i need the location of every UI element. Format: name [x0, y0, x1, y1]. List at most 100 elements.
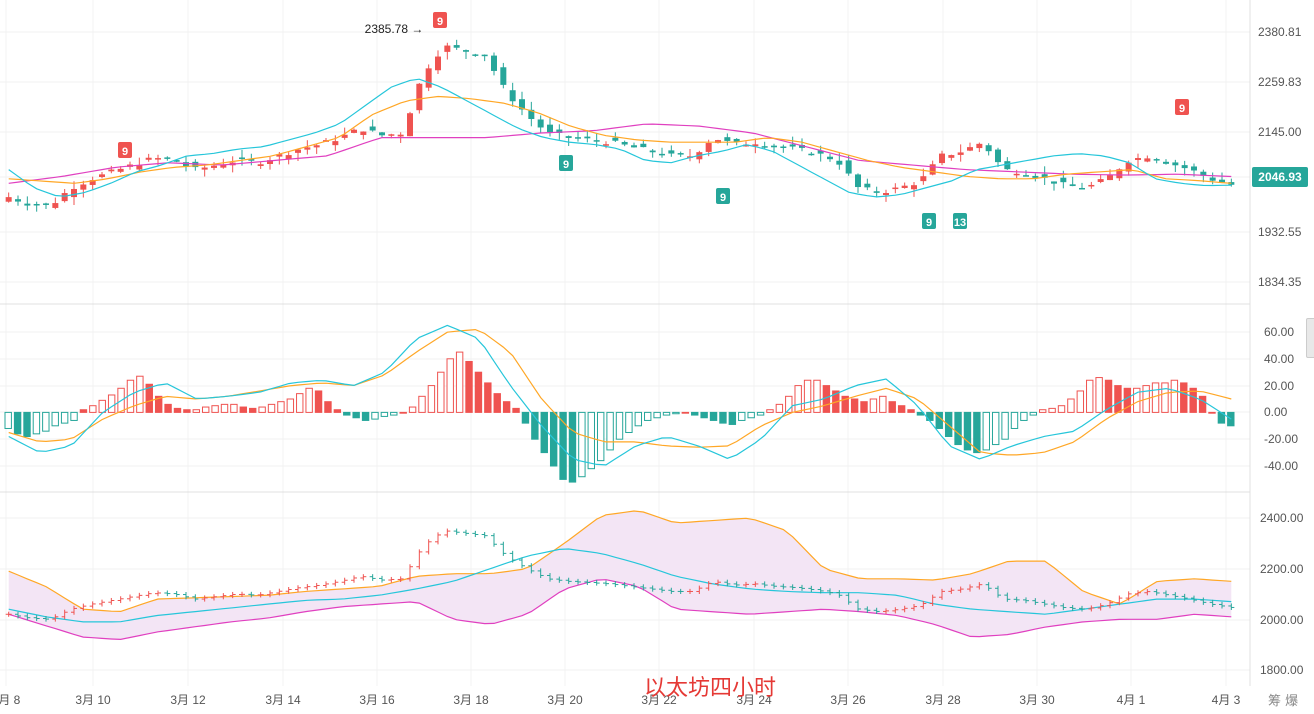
candle-body [472, 54, 479, 56]
macd-histogram-bar [709, 411, 718, 421]
td-marker-badge [1175, 99, 1189, 115]
macd-histogram-bar [437, 371, 445, 413]
candle-body [957, 152, 964, 155]
macd-histogram-bar [408, 406, 417, 413]
macd-axis-label: -20.00 [1264, 432, 1298, 446]
time-axis-label: 3月 8 [0, 693, 21, 707]
macd-histogram-bar [51, 411, 59, 427]
candle-body [183, 162, 189, 167]
candle-body [500, 67, 507, 85]
td-marker-label: 13 [954, 217, 966, 229]
macd-histogram-bar [568, 411, 577, 483]
price-axis-label: 2145.00 [1258, 125, 1302, 139]
time-axis-label: 3月 26 [830, 693, 866, 707]
boll-axis-label: 2000.00 [1260, 613, 1304, 627]
candle-body [164, 157, 171, 159]
macd-histogram-bar [944, 411, 953, 438]
time-axis-label: 3月 10 [75, 693, 111, 707]
time-axis-label: 3月 22 [641, 693, 677, 707]
candle-body [201, 167, 208, 170]
candle-body [80, 184, 87, 190]
candle-body [1041, 174, 1048, 178]
macd-histogram-bar [1039, 409, 1047, 413]
candle-body [71, 188, 77, 198]
macd-histogram-bar [1123, 387, 1132, 413]
macd-histogram-bar [1029, 411, 1038, 416]
macd-histogram-bar [841, 395, 849, 413]
macd-histogram-bar [4, 411, 12, 429]
candle-body [5, 197, 12, 202]
td-marker-label: 9 [720, 192, 726, 204]
macd-histogram-bar [747, 411, 755, 419]
macd-histogram-bar [183, 409, 191, 413]
macd-histogram-bar [1170, 379, 1179, 413]
candle-body [808, 153, 815, 156]
macd-histogram-bar [220, 403, 229, 413]
macd-histogram-bar [540, 411, 548, 454]
macd-histogram-bar [1189, 387, 1197, 413]
candle-body [1032, 175, 1039, 178]
candle-body [556, 129, 563, 133]
macd-histogram-bar [164, 403, 172, 413]
candle-body [593, 140, 600, 142]
macd-histogram-bar [578, 411, 586, 478]
candle-body [313, 145, 320, 148]
macd-histogram-bar [465, 360, 473, 413]
macd-histogram-bar [427, 385, 436, 413]
macd-histogram-bar [89, 405, 97, 413]
macd-histogram-bar [1048, 407, 1056, 413]
macd-histogram-bar [399, 411, 407, 414]
candle-body [1200, 171, 1207, 176]
time-axis-label: 3月 18 [453, 693, 489, 707]
candle-body [827, 156, 833, 160]
macd-histogram-bar [380, 411, 389, 417]
macd-histogram-bar [1010, 411, 1019, 429]
candle-body [799, 144, 805, 148]
price-axis-label: 1932.55 [1258, 225, 1302, 239]
candle-body [33, 203, 40, 206]
macd-histogram-bar [60, 411, 69, 424]
candle-body [1172, 162, 1179, 166]
candle-body [1135, 158, 1141, 160]
pane-resize-handle[interactable] [1306, 318, 1314, 358]
candle-body [817, 150, 824, 154]
candle-body [864, 183, 871, 188]
macd-histogram-bar [267, 403, 276, 413]
candle-body [621, 141, 628, 145]
candle-body [285, 155, 292, 160]
macd-histogram-bar [794, 385, 802, 413]
macd-histogram-bar [850, 398, 859, 413]
candle-body [99, 174, 105, 177]
price-axis-label: 1834.35 [1258, 275, 1302, 289]
candle-body [61, 193, 68, 202]
bollinger-band-fill [8, 511, 1232, 640]
macd-axis-label: -40.00 [1264, 459, 1298, 473]
candle-body [920, 176, 927, 182]
time-axis-label: 4月 3 [1212, 693, 1241, 707]
peak-price-label: 2385.78 → [365, 22, 424, 36]
candle-body [537, 119, 544, 128]
candle-body [1163, 161, 1169, 164]
macd-histogram-bar [42, 411, 50, 432]
td-marker-label: 9 [926, 217, 932, 229]
macd-histogram-bar [324, 401, 332, 413]
macd-histogram-bar [719, 411, 727, 424]
td-marker-badge [433, 12, 447, 28]
candle-body [1088, 184, 1095, 187]
td-marker-badge [716, 188, 730, 204]
macd-histogram-bar [211, 405, 219, 413]
candle-body [360, 131, 367, 135]
candle-body [677, 153, 684, 155]
td-marker-label: 9 [563, 159, 569, 171]
macd-histogram-bar [860, 401, 868, 413]
macd-histogram-bar [691, 411, 699, 416]
macd-histogram-bar [1198, 395, 1207, 413]
macd-histogram-bar [879, 395, 887, 413]
candle-body [892, 187, 899, 190]
macd-dif-line [8, 324, 1232, 466]
candle-body [481, 54, 488, 57]
macd-histogram-bar [634, 411, 643, 427]
candle-body [24, 203, 31, 206]
